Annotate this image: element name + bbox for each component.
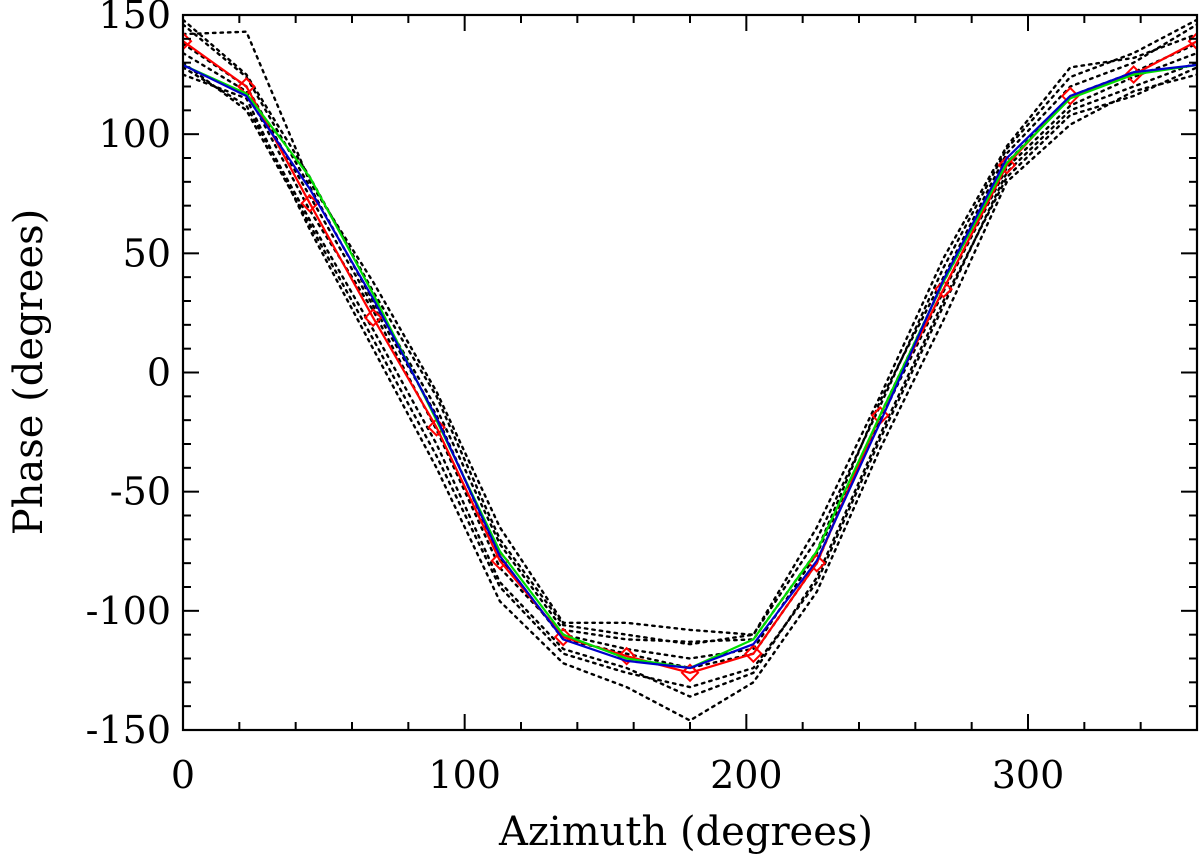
series-line-mean <box>183 40 1197 674</box>
diamond-marker <box>680 663 700 683</box>
series-line-individual-3 <box>183 30 1197 636</box>
y-axis-title: Phase (degrees) <box>6 209 52 536</box>
series-line-fit-blue <box>183 63 1197 670</box>
series-line-individual-2 <box>183 61 1197 689</box>
diamond-marker <box>427 417 446 437</box>
y-tick-label: -100 <box>86 589 171 633</box>
diamond-marker <box>997 155 1017 175</box>
y-tick-label: 0 <box>147 351 171 395</box>
series-layer <box>183 18 1197 722</box>
y-tick-label: 100 <box>98 112 171 156</box>
y-tick-label: -50 <box>110 470 171 514</box>
series-line-fit-green <box>183 63 1197 670</box>
x-tick-label: 200 <box>710 753 783 797</box>
series-line-individual-8 <box>183 66 1197 698</box>
diamond-marker <box>553 627 573 647</box>
diamond-marker <box>617 646 637 666</box>
diamond-marker <box>300 193 320 213</box>
series-line-individual-1 <box>183 23 1197 644</box>
x-tick-label: 100 <box>428 753 501 797</box>
y-tick-label: -150 <box>86 708 171 752</box>
x-tick-label: 0 <box>171 753 195 797</box>
x-axis-title: Azimuth (degrees) <box>498 809 873 855</box>
y-tick-label: 50 <box>123 231 171 275</box>
series-line-individual-4 <box>183 73 1197 722</box>
diamond-marker <box>743 644 763 664</box>
x-tick-label: 300 <box>992 753 1065 797</box>
diamond-marker <box>934 279 953 299</box>
diamond-marker <box>363 308 383 328</box>
series-line-individual-6 <box>183 51 1197 660</box>
y-tick-label: 150 <box>98 0 171 37</box>
tick-layer: 0 100 200 300 -150 -100 -50 0 50 100 150 <box>86 0 1198 797</box>
series-line-individual-5 <box>183 42 1197 670</box>
